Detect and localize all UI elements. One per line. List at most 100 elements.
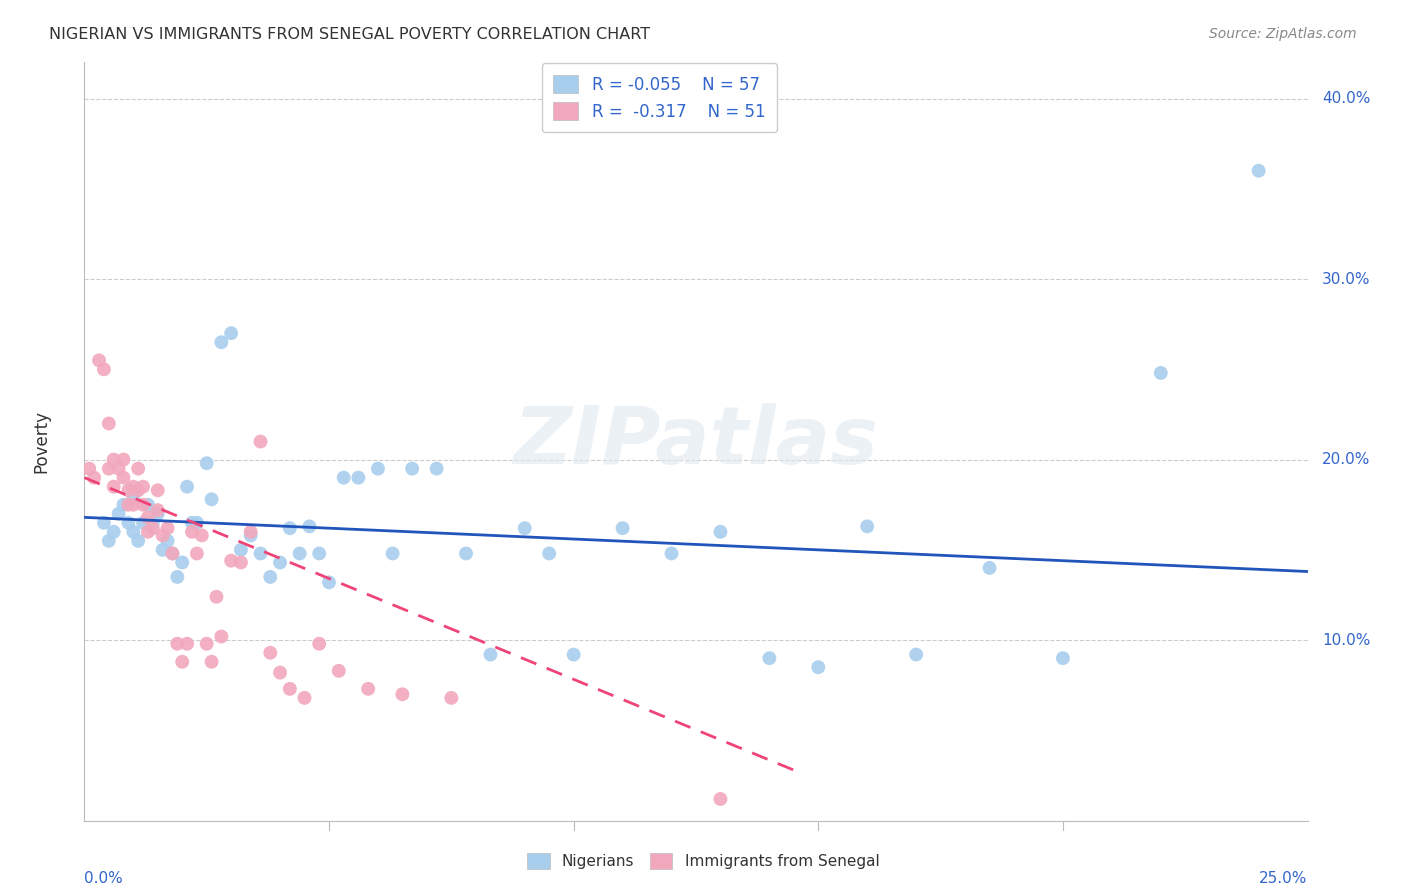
Point	[381, 546, 404, 560]
Point	[186, 516, 208, 530]
Point	[103, 452, 125, 467]
Point	[146, 507, 169, 521]
Point	[97, 461, 120, 475]
Point	[127, 461, 149, 475]
Point	[905, 648, 928, 662]
Point	[294, 690, 316, 705]
Point	[479, 648, 502, 662]
Point	[200, 492, 222, 507]
Point	[166, 637, 188, 651]
Point	[152, 528, 174, 542]
Point	[122, 489, 145, 503]
Point	[172, 556, 194, 570]
Point	[136, 498, 159, 512]
Point	[401, 461, 423, 475]
Point	[612, 521, 634, 535]
Point	[83, 470, 105, 484]
Point	[440, 690, 463, 705]
Point	[97, 533, 120, 548]
Text: ZIPatlas: ZIPatlas	[513, 402, 879, 481]
Point	[259, 570, 281, 584]
Point	[103, 524, 125, 539]
Point	[127, 483, 149, 498]
Point	[181, 524, 204, 539]
Point	[162, 546, 184, 560]
Point	[176, 480, 198, 494]
Point	[200, 655, 222, 669]
Point	[146, 483, 169, 498]
Point	[117, 516, 139, 530]
Point	[318, 575, 340, 590]
Point	[156, 533, 179, 548]
Point	[426, 461, 449, 475]
Point	[229, 556, 252, 570]
Point	[249, 546, 271, 560]
Point	[454, 546, 477, 560]
Point	[93, 362, 115, 376]
Text: Source: ZipAtlas.com: Source: ZipAtlas.com	[1209, 27, 1357, 41]
Point	[152, 542, 174, 557]
Point	[209, 335, 232, 350]
Point	[132, 498, 155, 512]
Point	[513, 521, 536, 535]
Point	[195, 456, 218, 470]
Point	[288, 546, 311, 560]
Point	[219, 326, 242, 341]
Text: 25.0%: 25.0%	[1260, 871, 1308, 886]
Point	[122, 480, 145, 494]
Point	[176, 637, 198, 651]
Point	[136, 524, 159, 539]
Point	[162, 546, 184, 560]
Point	[107, 461, 129, 475]
Point	[1247, 163, 1270, 178]
Point	[278, 521, 301, 535]
Point	[308, 546, 330, 560]
Legend: Nigerians, Immigrants from Senegal: Nigerians, Immigrants from Senegal	[520, 847, 886, 875]
Point	[127, 533, 149, 548]
Point	[209, 630, 232, 644]
Point	[122, 524, 145, 539]
Point	[229, 542, 252, 557]
Point	[93, 516, 115, 530]
Point	[87, 353, 110, 368]
Point	[112, 452, 135, 467]
Point	[107, 507, 129, 521]
Text: NIGERIAN VS IMMIGRANTS FROM SENEGAL POVERTY CORRELATION CHART: NIGERIAN VS IMMIGRANTS FROM SENEGAL POVE…	[49, 27, 651, 42]
Point	[132, 516, 155, 530]
Text: 40.0%: 40.0%	[1322, 91, 1371, 106]
Point	[807, 660, 830, 674]
Point	[117, 483, 139, 498]
Point	[142, 516, 165, 530]
Point	[112, 470, 135, 484]
Point	[219, 554, 242, 568]
Text: 10.0%: 10.0%	[1322, 632, 1371, 648]
Point	[97, 417, 120, 431]
Point	[856, 519, 879, 533]
Point	[191, 528, 214, 542]
Text: 20.0%: 20.0%	[1322, 452, 1371, 467]
Point	[391, 687, 413, 701]
Point	[347, 470, 370, 484]
Point	[156, 521, 179, 535]
Point	[112, 498, 135, 512]
Point	[259, 646, 281, 660]
Point	[357, 681, 380, 696]
Text: Poverty: Poverty	[32, 410, 51, 473]
Point	[332, 470, 354, 484]
Point	[367, 461, 389, 475]
Point	[979, 561, 1001, 575]
Point	[709, 792, 731, 806]
Point	[249, 434, 271, 449]
Point	[298, 519, 321, 533]
Point	[562, 648, 585, 662]
Point	[538, 546, 561, 560]
Point	[1052, 651, 1074, 665]
Point	[758, 651, 780, 665]
Point	[328, 664, 350, 678]
Point	[195, 637, 218, 651]
Text: 30.0%: 30.0%	[1322, 271, 1371, 286]
Point	[239, 528, 262, 542]
Point	[172, 655, 194, 669]
Point	[239, 524, 262, 539]
Point	[122, 498, 145, 512]
